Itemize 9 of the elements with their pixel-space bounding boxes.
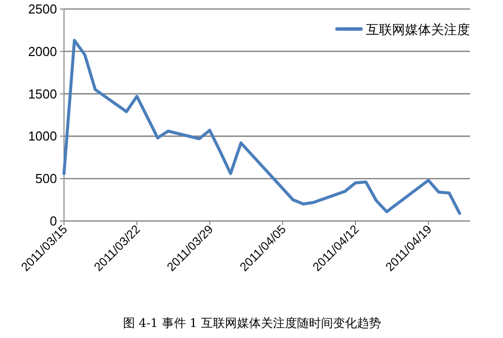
y-tick-label: 1500 [28, 86, 57, 102]
y-tick-label: 2500 [28, 2, 57, 16]
y-tick-label: 1000 [28, 128, 57, 144]
legend-label: 互联网媒体关注度 [366, 22, 470, 38]
y-tick-label: 500 [35, 171, 57, 186]
y-tick-label: 2000 [28, 44, 57, 59]
text: 图 4-1 事件 1 互联网媒体关注度随时间变化趋势 [122, 316, 382, 330]
line-series [62, 38, 462, 215]
y-tick-label: 0 [50, 214, 57, 228]
